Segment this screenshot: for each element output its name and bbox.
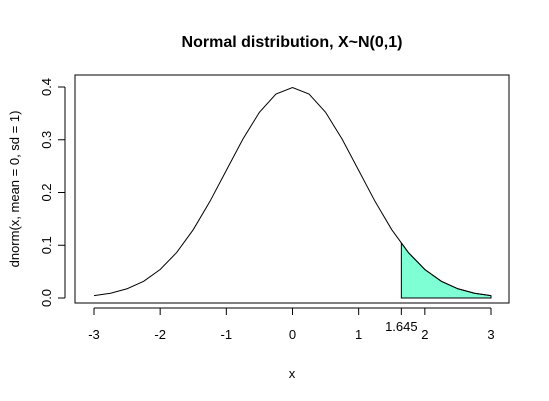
- x-tick-label: 2: [421, 327, 428, 342]
- shaded-tail-region: [400, 241, 492, 299]
- y-tick-label: 0.3: [39, 131, 54, 149]
- chart-title: Normal distribution, X~N(0,1): [182, 34, 403, 51]
- x-tick-label: -1: [221, 327, 233, 342]
- x-tick-label: 3: [487, 327, 494, 342]
- x-axis: -3 -2 -1 0 1 2 3 1.645: [88, 307, 495, 342]
- y-tick-label: 0.2: [39, 183, 54, 201]
- y-tick-label: 0.4: [39, 78, 54, 96]
- x-axis-label: x: [289, 366, 296, 381]
- annotation-label: 1.645: [385, 319, 418, 334]
- x-tick-label: -3: [88, 327, 100, 342]
- density-curve: [93, 87, 492, 297]
- y-axis-label: dnorm(x, mean = 0, sd = 1): [7, 111, 22, 268]
- x-tick-label: 1: [355, 327, 362, 342]
- y-axis: 0.0 0.1 0.2 0.3 0.4: [39, 78, 66, 307]
- y-tick-label: 0.1: [39, 236, 54, 254]
- y-tick-label: 0.0: [39, 289, 54, 307]
- plot-box: [74, 74, 510, 304]
- x-tick-label: -2: [154, 327, 166, 342]
- x-tick-label: 0: [289, 327, 296, 342]
